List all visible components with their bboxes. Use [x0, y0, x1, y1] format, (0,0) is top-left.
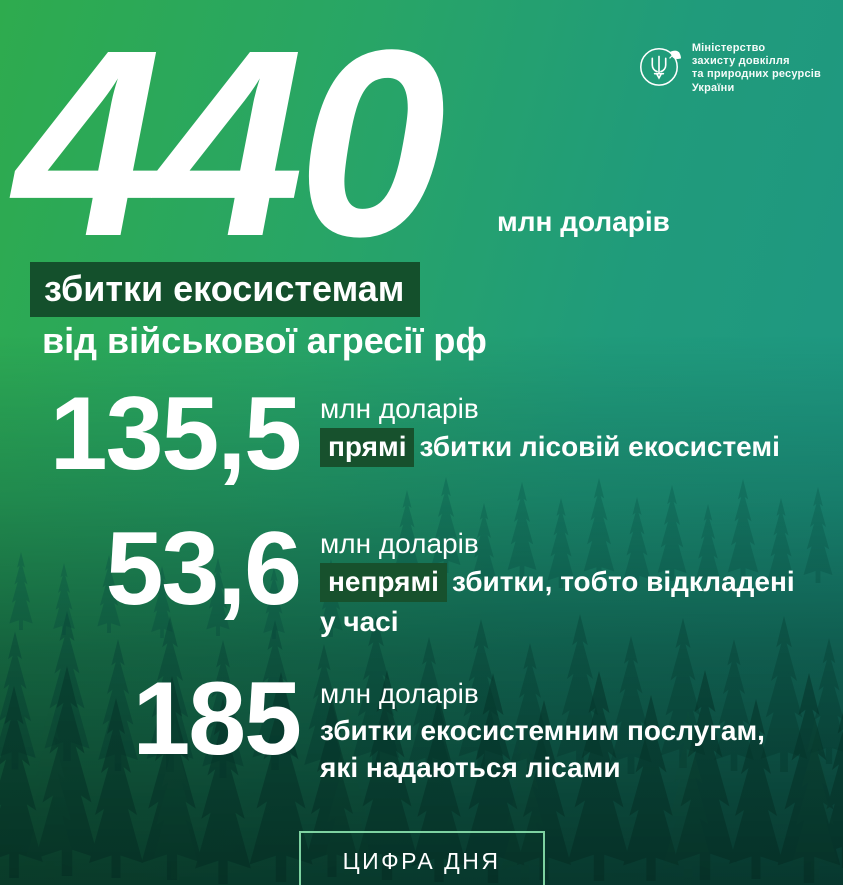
ministry-name: Міністерство захисту довкілля та природн…: [692, 42, 821, 95]
title-second-line: від військової агресії рф: [42, 320, 487, 361]
ministry-name-line: захисту довкілля: [691, 55, 790, 68]
ministry-name-line: та природних ресурсів: [691, 68, 821, 81]
stat-highlight-word: непрямі: [320, 563, 447, 603]
ministry-name-line: Міністерство: [691, 42, 766, 54]
hero-unit: млн доларів: [497, 206, 670, 237]
badge-label: ЦИФРА ДНЯ: [342, 848, 501, 874]
ministry-logo: Міністерство захисту довкілля та природн…: [636, 42, 821, 95]
stat-text: збитки, тобто відкладені: [451, 566, 795, 598]
stat-description: непрямі збитки, тобто відкладені: [320, 563, 795, 603]
title-highlighted-line: збитки екосистемам: [30, 262, 421, 317]
stat-text: збитки екосистемним послугам,: [320, 715, 765, 747]
hero-value: 440: [14, 0, 446, 292]
stat-unit: млн доларів: [320, 528, 479, 559]
stat-description: прямі збитки лісовій екосистемі: [320, 428, 780, 468]
stat-text: збитки лісовій екосистемі: [419, 431, 780, 463]
page-title: збитки екосистемам від військової агресі…: [30, 262, 487, 361]
ministry-name-line: України: [691, 81, 735, 94]
stat-value: 135,5: [49, 376, 302, 492]
figure-of-the-day-badge: ЦИФРА ДНЯ: [298, 831, 545, 885]
stat-value: 53,6: [105, 511, 302, 627]
stat-value: 185: [132, 661, 302, 777]
stat-description: збитки екосистемним послугам,: [320, 713, 765, 748]
stat-unit: млн доларів: [320, 393, 479, 424]
stat-text-line2: у часі: [320, 606, 399, 638]
trident-leaf-icon: [636, 43, 682, 94]
stat-unit: млн доларів: [320, 678, 479, 709]
stat-text-line2: які надаються лісами: [320, 752, 621, 784]
stat-highlight-word: прямі: [320, 428, 415, 468]
